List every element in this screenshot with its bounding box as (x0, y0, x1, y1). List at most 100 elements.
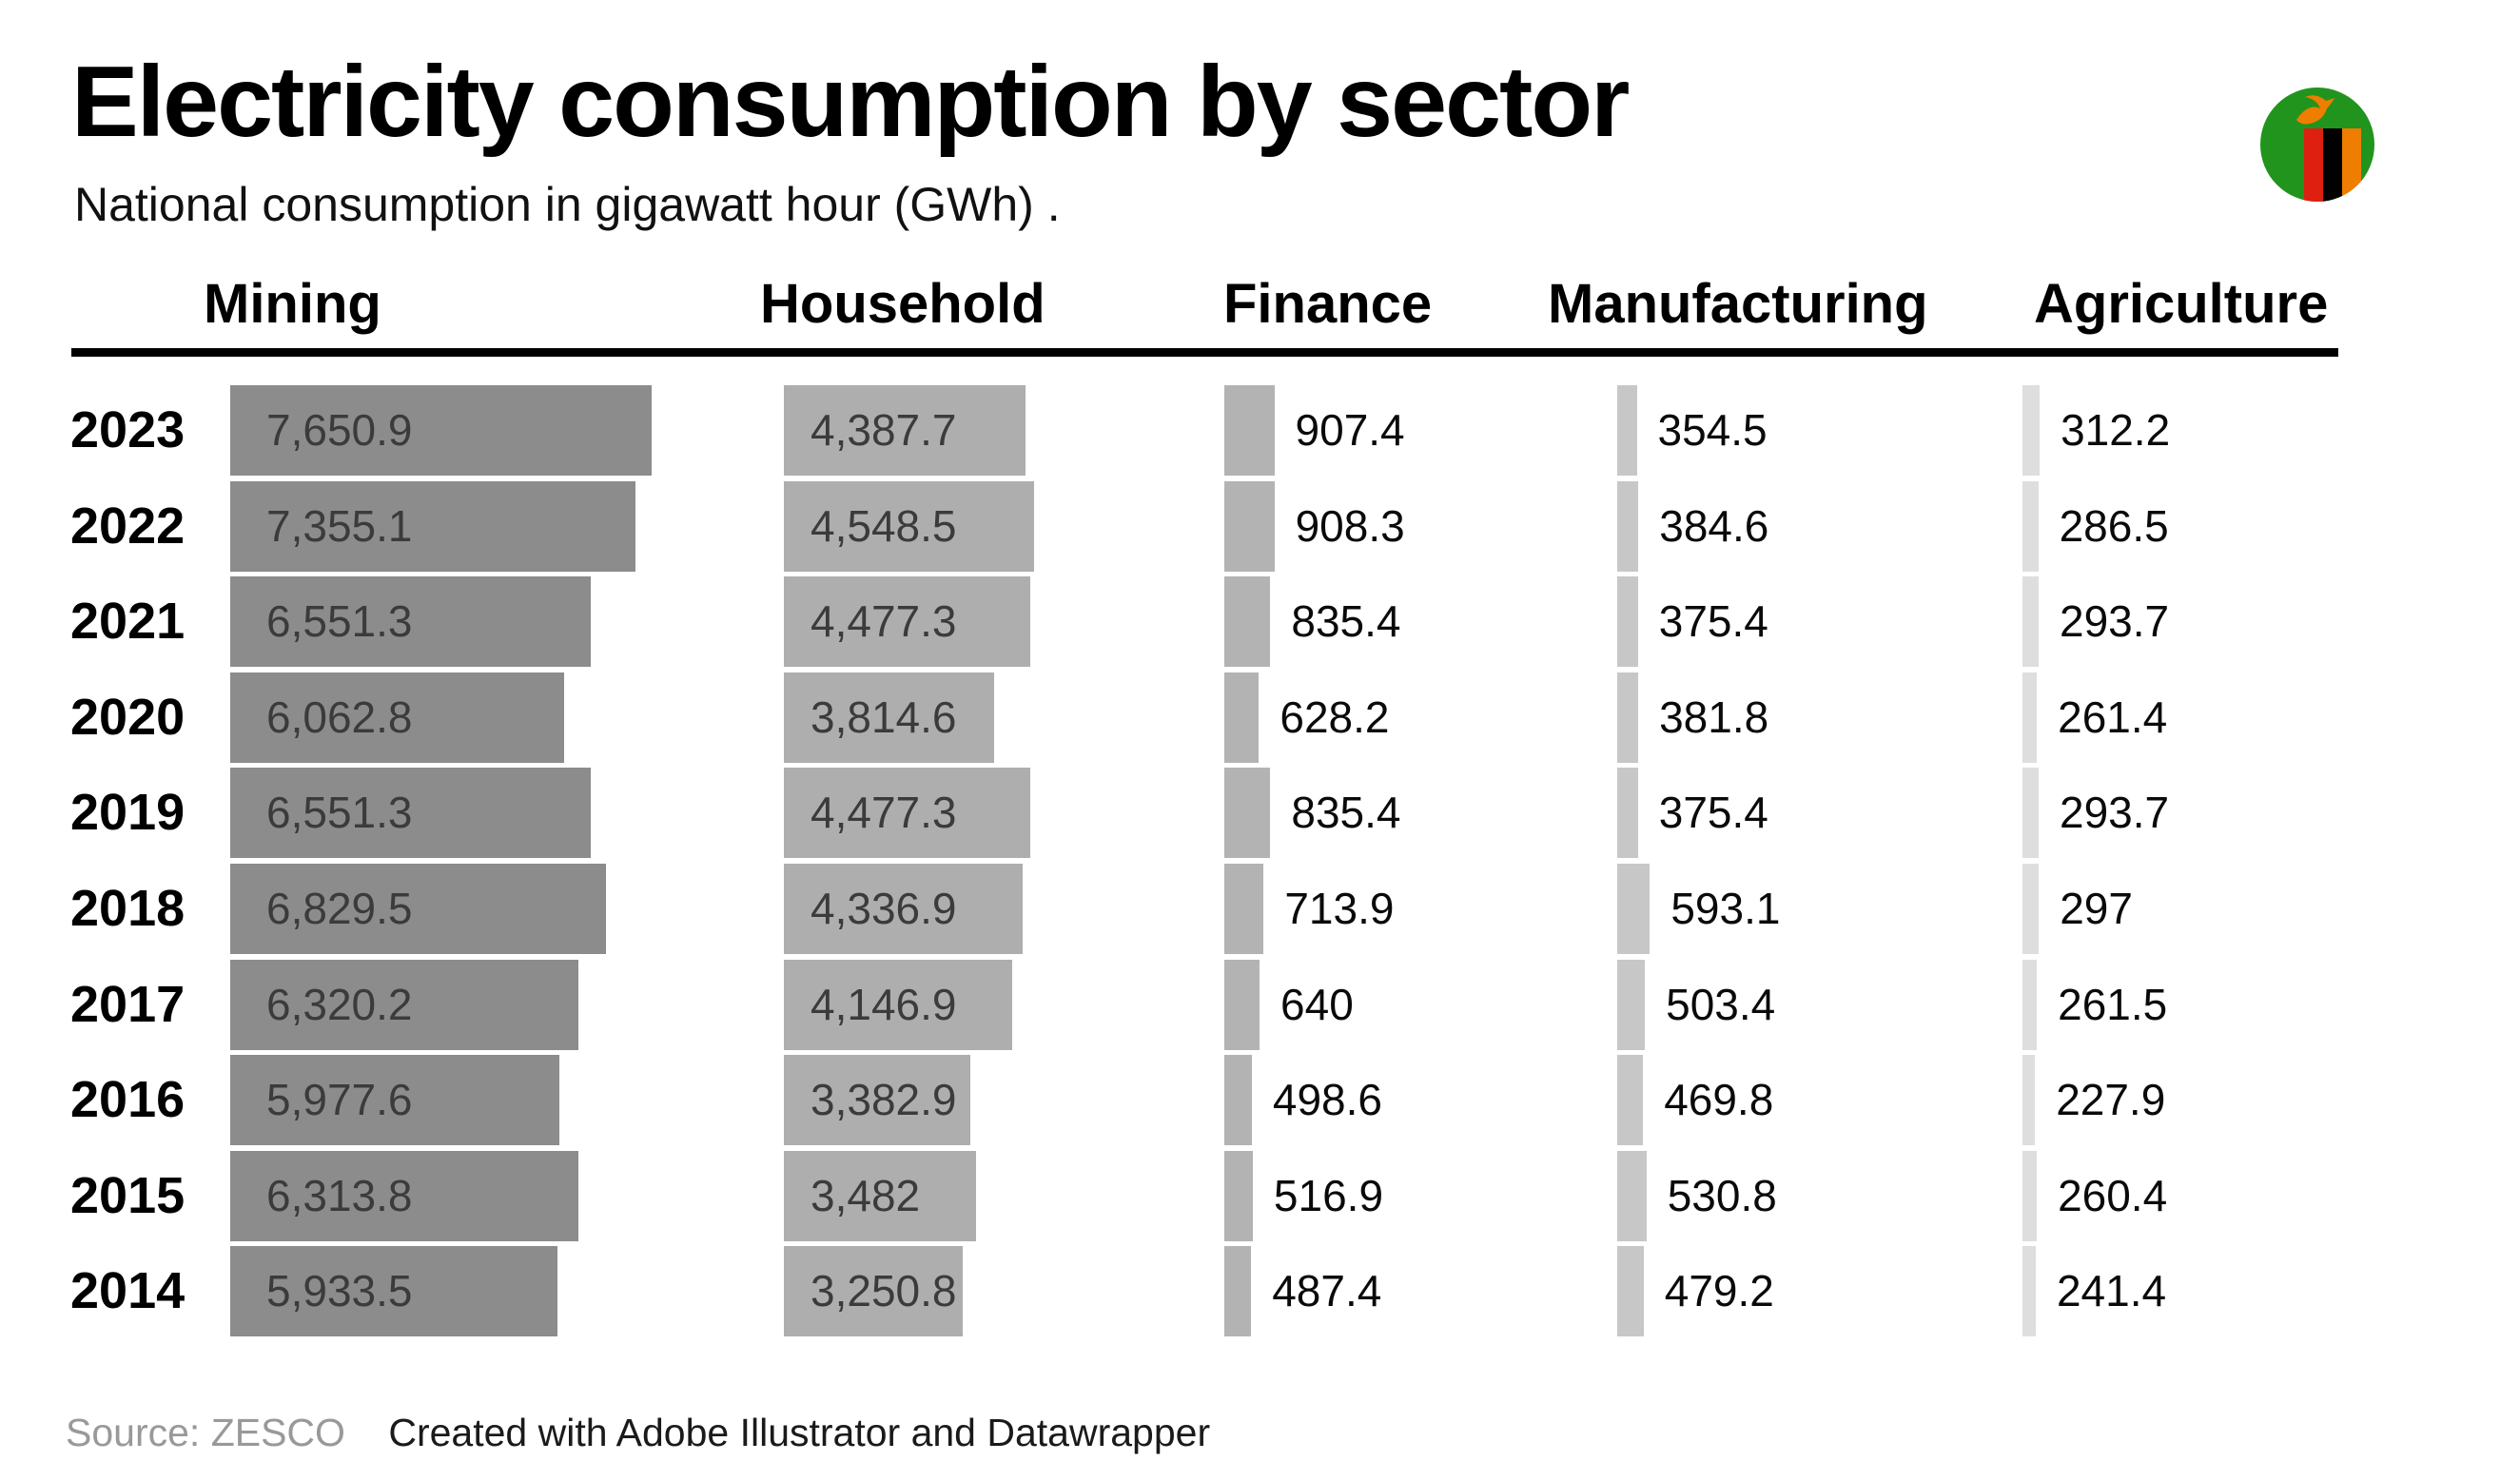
column-header-manufacturing: Manufacturing (1548, 273, 1928, 335)
household-bar (784, 864, 1024, 954)
page-subtitle: National consumption in gigawatt hour (G… (74, 178, 1061, 231)
row-2018: 2018 6,829.5 4,336.9 713.9 593.1 297 (0, 864, 2520, 954)
agriculture-value-label: 293.7 (2060, 788, 2170, 837)
household-value-label: 4,548.5 (811, 501, 957, 551)
year-label: 2023 (70, 401, 186, 458)
household-bar (784, 576, 1031, 667)
mining-bar (230, 1055, 560, 1145)
flag-eagle-icon (2296, 95, 2334, 125)
finance-bar (1224, 672, 1260, 763)
finance-bar (1224, 960, 1260, 1050)
mining-bar (230, 864, 607, 954)
mining-value-label: 7,355.1 (266, 501, 413, 551)
row-2017: 2017 6,320.2 4,146.9 640 503.4 261.5 (0, 960, 2520, 1050)
agriculture-value-label: 241.4 (2056, 1266, 2167, 1315)
finance-value-label: 628.2 (1280, 692, 1390, 742)
year-label: 2014 (70, 1262, 186, 1319)
mining-value-label: 6,551.3 (266, 788, 413, 837)
mining-value-label: 6,320.2 (266, 980, 413, 1029)
household-value-label: 4,387.7 (811, 405, 957, 455)
finance-value-label: 498.6 (1272, 1075, 1382, 1124)
agriculture-value-label: 260.4 (2058, 1171, 2168, 1220)
household-bar (784, 768, 1031, 858)
mining-bar (230, 960, 578, 1050)
agriculture-value-label: 227.9 (2056, 1075, 2166, 1124)
finance-bar (1224, 1246, 1252, 1336)
household-value-label: 4,477.3 (811, 788, 957, 837)
manufacturing-bar (1617, 1055, 1644, 1145)
mining-bar (230, 1246, 557, 1336)
agriculture-value-label: 261.5 (2058, 980, 2168, 1029)
finance-bar (1224, 864, 1264, 954)
agriculture-bar (2022, 672, 2038, 763)
agriculture-bar (2022, 1055, 2036, 1145)
finance-bar (1224, 1055, 1252, 1145)
flag-orange-stripe (2342, 128, 2361, 202)
manufacturing-bar (1617, 385, 1637, 476)
mining-bar (230, 481, 635, 572)
agriculture-bar (2022, 960, 2038, 1050)
mining-value-label: 6,551.3 (266, 596, 413, 646)
finance-bar (1224, 1151, 1253, 1241)
finance-value-label: 907.4 (1295, 405, 1405, 455)
row-2021: 2021 6,551.3 4,477.3 835.4 375.4 293.7 (0, 576, 2520, 667)
agriculture-value-label: 293.7 (2060, 596, 2170, 646)
finance-bar (1224, 481, 1275, 572)
row-2023: 2023 7,650.9 4,387.7 907.4 354.5 312.2 (0, 385, 2520, 476)
household-value-label: 3,814.6 (811, 692, 957, 742)
manufacturing-value-label: 593.1 (1670, 884, 1781, 933)
row-2015: 2015 6,313.8 3,482 516.9 530.8 260.4 (0, 1151, 2520, 1241)
agriculture-value-label: 312.2 (2061, 405, 2171, 455)
header-divider (71, 348, 2338, 357)
year-label: 2021 (70, 593, 186, 650)
mining-value-label: 7,650.9 (266, 405, 413, 455)
finance-value-label: 713.9 (1284, 884, 1395, 933)
finance-bar (1224, 768, 1271, 858)
year-label: 2019 (70, 784, 186, 841)
manufacturing-bar (1617, 672, 1639, 763)
zambia-flag-icon (2260, 88, 2374, 202)
household-value-label: 3,482 (811, 1171, 921, 1220)
household-bar (784, 960, 1013, 1050)
manufacturing-value-label: 503.4 (1666, 980, 1776, 1029)
year-label: 2022 (70, 497, 186, 555)
column-header-agriculture: Agriculture (2034, 273, 2329, 335)
manufacturing-value-label: 375.4 (1658, 788, 1768, 837)
year-label: 2020 (70, 689, 186, 746)
manufacturing-bar (1617, 481, 1639, 572)
household-value-label: 4,336.9 (811, 884, 957, 933)
manufacturing-value-label: 381.8 (1659, 692, 1769, 742)
finance-value-label: 487.4 (1272, 1266, 1382, 1315)
manufacturing-bar (1617, 1151, 1647, 1241)
manufacturing-bar (1617, 576, 1638, 667)
column-header-finance: Finance (1223, 273, 1433, 335)
mining-bar (230, 576, 592, 667)
finance-value-label: 516.9 (1273, 1171, 1384, 1220)
finance-value-label: 835.4 (1291, 788, 1401, 837)
finance-bar (1224, 576, 1271, 667)
agriculture-bar (2022, 1246, 2036, 1336)
agriculture-bar (2022, 481, 2039, 572)
row-2022: 2022 7,355.1 4,548.5 908.3 384.6 286.5 (0, 481, 2520, 572)
household-value-label: 4,477.3 (811, 596, 957, 646)
manufacturing-bar (1617, 1246, 1644, 1336)
agriculture-value-label: 286.5 (2059, 501, 2169, 551)
year-label: 2017 (70, 976, 186, 1033)
manufacturing-value-label: 469.8 (1664, 1075, 1774, 1124)
mining-bar (230, 385, 652, 476)
household-bar (784, 1151, 976, 1241)
mining-value-label: 6,062.8 (266, 692, 413, 742)
year-label: 2016 (70, 1071, 186, 1128)
year-label: 2018 (70, 880, 186, 937)
row-2019: 2019 6,551.3 4,477.3 835.4 375.4 293.7 (0, 768, 2520, 858)
agriculture-value-label: 261.4 (2058, 692, 2168, 742)
finance-value-label: 835.4 (1291, 596, 1401, 646)
household-value-label: 3,382.9 (811, 1075, 957, 1124)
agriculture-bar (2022, 385, 2041, 476)
source-text: Source: ZESCO (66, 1411, 345, 1454)
manufacturing-value-label: 384.6 (1659, 501, 1769, 551)
agriculture-bar (2022, 1151, 2038, 1241)
household-value-label: 3,250.8 (811, 1266, 957, 1315)
manufacturing-value-label: 375.4 (1658, 596, 1768, 646)
